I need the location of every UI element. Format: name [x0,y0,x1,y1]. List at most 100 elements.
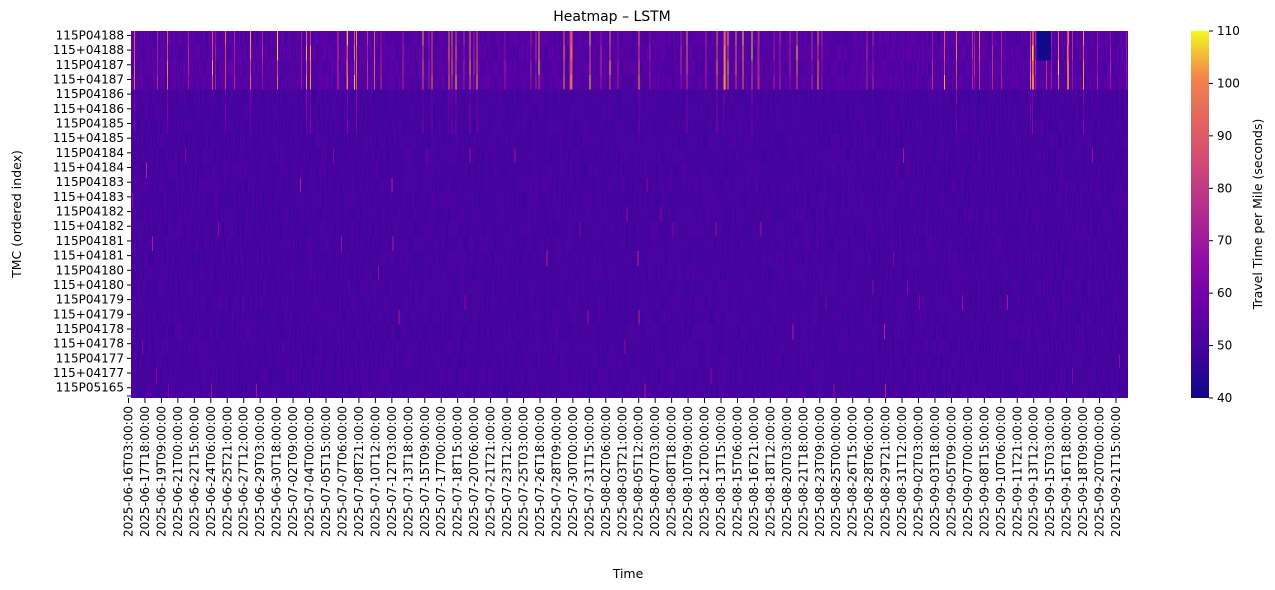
heatmap-cells [131,31,1128,398]
x-tick-label: 2025-06-29T03:00:00 [253,406,267,537]
x-tick-label: 2025-07-18T15:00:00 [451,406,465,537]
x-tick-label: 2025-09-02T03:00:00 [912,406,926,537]
x-tick-label: 2025-09-15T03:00:00 [1043,406,1057,537]
x-tick-label: 2025-09-20T00:00:00 [1093,406,1107,537]
x-tick-label: 2025-08-31T12:00:00 [895,406,909,537]
x-tick-label: 2025-09-16T18:00:00 [1060,406,1074,537]
y-tick-label: 115P04187 [56,58,124,72]
x-tick-label: 2025-08-21T18:00:00 [796,406,810,537]
x-tick-label: 2025-07-25T03:00:00 [517,406,531,537]
x-tick-label: 2025-08-29T21:00:00 [879,406,893,537]
x-tick-label: 2025-06-25T21:00:00 [220,406,234,537]
y-tick-label: 115+04184 [53,161,124,175]
x-tick-label: 2025-07-17T00:00:00 [434,406,448,537]
x-tick-label: 2025-07-08T21:00:00 [352,406,366,537]
x-tick-label: 2025-09-10T06:00:00 [994,406,1008,537]
x-tick-label: 2025-07-23T12:00:00 [500,406,514,537]
x-tick-label: 2025-07-12T03:00:00 [385,406,399,537]
chart-title: Heatmap – LSTM [553,9,671,25]
x-tick-label: 2025-06-17T18:00:00 [138,406,152,537]
y-tick-label: 115+04187 [53,72,124,86]
y-tick-label: 115P04181 [56,234,124,248]
colorbar-tick-label: 50 [1217,339,1232,353]
y-tick-label: 115+04182 [53,219,124,233]
colorbar-tick-label: 100 [1217,76,1240,90]
x-tick-label: 2025-09-05T09:00:00 [944,406,958,537]
x-axis-label: Time [612,566,644,581]
colorbar-tick-label: 80 [1217,181,1232,195]
x-tick-label: 2025-08-15T06:00:00 [730,406,744,537]
x-tick-label: 2025-08-16T21:00:00 [747,406,761,537]
y-tick-label: 115+04181 [53,249,124,263]
colorbar-tick-label: 60 [1217,286,1232,300]
x-tick-label: 2025-08-25T00:00:00 [829,406,843,537]
y-tick-label: 115+04185 [53,131,124,145]
colorbar-tick-label: 70 [1217,234,1232,248]
y-tick-label: 115P04178 [56,322,124,336]
y-tick-label: 115P04186 [56,87,124,101]
x-tick-label: 2025-08-18T12:00:00 [763,406,777,537]
x-tick-label: 2025-09-08T15:00:00 [977,406,991,537]
x-tick-label: 2025-08-26T15:00:00 [846,406,860,537]
y-tick-label: 115+04186 [53,102,124,116]
colorbar-ticks: 40 50 60 70 80 90 100 110 [1209,24,1240,405]
x-tick-label: 2025-07-21T21:00:00 [484,406,498,537]
x-tick-label: 2025-07-15T09:00:00 [418,406,432,537]
y-tick-label: 115P04179 [56,293,124,307]
x-tick-label: 2025-07-31T15:00:00 [582,406,596,537]
x-tick-label: 2025-06-24T06:00:00 [204,406,218,537]
x-tick-label: 2025-06-30T18:00:00 [270,406,284,537]
heatmap-area [131,31,1128,398]
y-tick-label: 115P04185 [56,116,124,130]
x-tick-label: 2025-07-10T12:00:00 [368,406,382,537]
x-tick-label: 2025-07-05T15:00:00 [319,406,333,537]
y-tick-label: 115P04182 [56,205,124,219]
y-tick-label: 115P05165 [56,381,124,395]
y-tick-label: 115P04188 [56,28,124,42]
x-tick-label: 2025-08-10T09:00:00 [681,406,695,537]
x-tick-label: 2025-07-26T18:00:00 [533,406,547,537]
x-tick-label: 2025-07-13T18:00:00 [401,406,415,537]
x-tick-label: 2025-09-03T18:00:00 [928,406,942,537]
x-tick-label: 2025-07-30T00:00:00 [566,406,580,537]
x-tick-label: 2025-08-05T12:00:00 [632,406,646,537]
y-tick-label: 115+04178 [53,337,124,351]
y-tick-label: 115+04180 [53,278,124,292]
x-tick-label: 2025-07-04T00:00:00 [303,406,317,537]
y-tick-label: 115P04184 [56,146,124,160]
y-axis-label: TMC (ordered index) [9,150,24,279]
x-tick-label: 2025-07-02T09:00:00 [286,406,300,537]
y-tick-label: 115+04183 [53,190,124,204]
colorbar [1191,31,1209,398]
x-tick-label: 2025-09-07T00:00:00 [961,406,975,537]
x-axis-ticks: 2025-06-16T03:00:00 2025-06-17T18:00:00 20… [122,398,1123,537]
x-tick-label: 2025-08-23T09:00:00 [813,406,827,537]
x-tick-label: 2025-06-16T03:00:00 [122,406,136,537]
x-tick-label: 2025-08-07T03:00:00 [648,406,662,537]
x-tick-label: 2025-08-28T06:00:00 [862,406,876,537]
y-tick-label: 115+04179 [53,307,124,321]
y-axis-ticks: 115P04188115+04188115P04187115+04187115P… [53,28,131,397]
y-tick-label: 115P04180 [56,263,124,277]
colorbar-label: Travel Time per Mile (seconds) [1250,119,1265,311]
colorbar-tick-label: 110 [1217,24,1240,38]
y-tick-label: 115P04177 [56,351,124,365]
x-tick-label: 2025-08-08T18:00:00 [665,406,679,537]
x-tick-label: 2025-07-28T09:00:00 [549,406,563,537]
x-tick-label: 2025-06-21T00:00:00 [171,406,185,537]
colorbar-tick-label: 90 [1217,129,1232,143]
x-tick-label: 2025-09-18T09:00:00 [1076,406,1090,537]
x-tick-label: 2025-07-20T06:00:00 [467,406,481,537]
x-tick-label: 2025-09-13T12:00:00 [1027,406,1041,537]
x-tick-label: 2025-08-13T15:00:00 [714,406,728,537]
x-tick-label: 2025-08-03T21:00:00 [615,406,629,537]
x-tick-label: 2025-07-07T06:00:00 [335,406,349,537]
y-tick-label: 115+04177 [53,366,124,380]
x-tick-label: 2025-08-12T00:00:00 [698,406,712,537]
x-tick-label: 2025-06-22T15:00:00 [187,406,201,537]
x-tick-label: 2025-06-27T12:00:00 [237,406,251,537]
x-tick-label: 2025-06-19T09:00:00 [154,406,168,537]
x-tick-label: 2025-09-11T21:00:00 [1010,406,1024,537]
y-tick-label: 115+04188 [53,43,124,57]
